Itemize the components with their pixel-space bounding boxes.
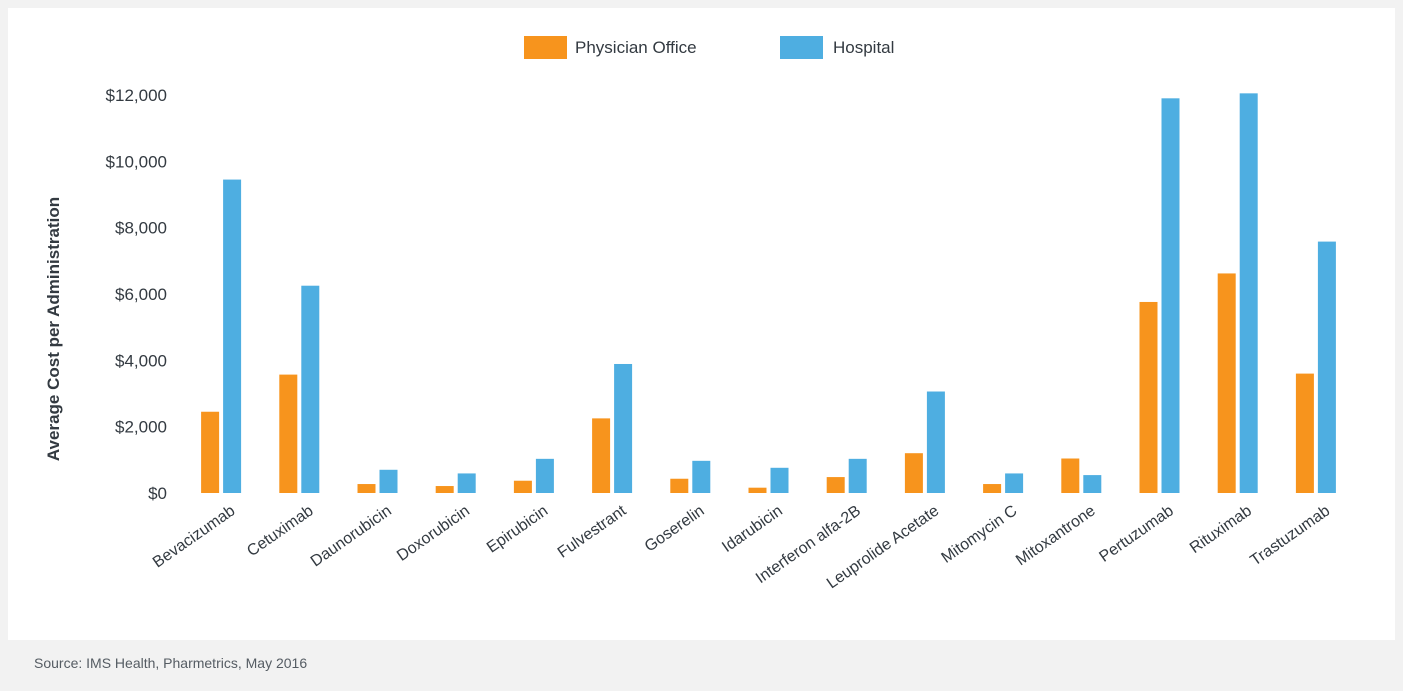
y-tick-label: $8,000	[115, 219, 167, 238]
bar-physician-office	[357, 484, 376, 493]
bar-physician-office	[279, 374, 298, 493]
x-tick-label: Cetuximab	[244, 502, 316, 560]
x-tick-label: Daunorubicin	[308, 502, 395, 570]
source-note: Source: IMS Health, Pharmetrics, May 201…	[34, 655, 308, 671]
x-tick-label: Bevacizumab	[150, 502, 239, 571]
bar-physician-office	[983, 484, 1002, 493]
bar-physician-office	[513, 480, 532, 493]
x-tick-label: Epirubicin	[484, 502, 551, 556]
bar-hospital	[926, 391, 945, 493]
bar-physician-office	[826, 477, 845, 493]
bar-hospital	[1239, 93, 1258, 493]
bar-hospital	[614, 363, 633, 493]
bar-physician-office	[670, 478, 689, 493]
bar-physician-office	[904, 453, 923, 493]
bar-physician-office	[592, 418, 611, 493]
x-tick-label: Idarubicin	[719, 502, 786, 556]
bar-physician-office	[1217, 273, 1236, 493]
legend-label-physician-office: Physician Office	[575, 38, 697, 57]
bar-hospital	[1083, 475, 1102, 493]
bar-physician-office	[748, 487, 767, 493]
x-tick-label: Rituximab	[1187, 502, 1255, 557]
x-tick-label: Goserelin	[642, 502, 708, 555]
bar-hospital	[535, 458, 554, 493]
y-axis-title: Average Cost per Administration	[44, 197, 63, 461]
bar-hospital	[301, 285, 320, 493]
y-tick-label: $6,000	[115, 285, 167, 304]
x-tick-label: Trastuzumab	[1247, 502, 1333, 569]
bar-physician-office	[1295, 373, 1314, 493]
bar-hospital	[692, 460, 711, 493]
bar-hospital	[457, 473, 476, 493]
y-tick-label: $2,000	[115, 418, 167, 437]
bar-hospital	[1005, 473, 1024, 493]
y-tick-label: $12,000	[106, 86, 167, 105]
bar-physician-office	[1061, 458, 1080, 493]
x-tick-label: Doxorubicin	[394, 502, 473, 564]
bar-physician-office	[1139, 301, 1158, 493]
bar-physician-office	[435, 486, 454, 493]
bar-hospital	[770, 467, 789, 493]
legend-swatch-physician-office	[524, 36, 567, 59]
bar-hospital	[1317, 241, 1336, 493]
y-tick-label: $4,000	[115, 351, 167, 370]
x-tick-label: Mitomycin C	[939, 502, 1021, 566]
bar-hospital	[1161, 98, 1180, 494]
legend-label-hospital: Hospital	[833, 38, 894, 57]
x-tick-label: Fulvestrant	[555, 502, 630, 562]
legend-swatch-hospital	[780, 36, 823, 59]
x-tick-label: Mitoxantrone	[1013, 502, 1099, 569]
x-tick-label: Pertuzumab	[1096, 502, 1176, 565]
bar-physician-office	[201, 411, 220, 493]
bar-hospital	[379, 469, 398, 493]
y-tick-label: $10,000	[106, 152, 167, 171]
bar-hospital	[223, 179, 242, 493]
bar-hospital	[848, 458, 867, 493]
y-tick-label: $0	[148, 484, 167, 503]
